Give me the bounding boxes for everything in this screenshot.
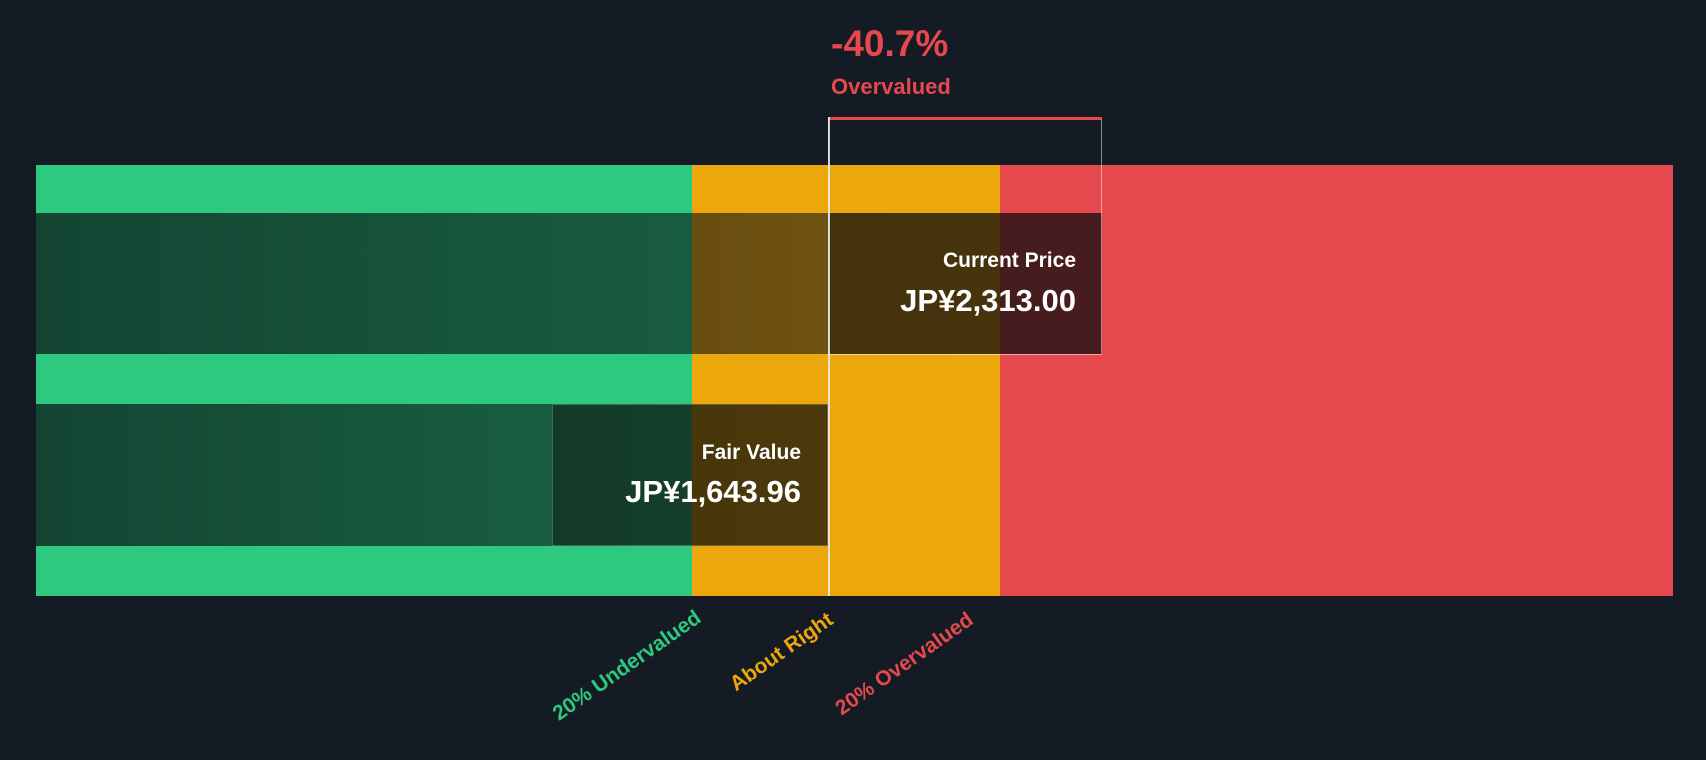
current-price-bar <box>36 213 1102 354</box>
fair-value-label: Fair Value <box>701 440 801 464</box>
axis-label-about-right: About Right <box>725 608 838 696</box>
fair-value-box: Fair Value JP¥1,643.96 <box>552 404 828 546</box>
axis-label-undervalued: 20% Undervalued <box>548 606 706 726</box>
valuation-band: Current Price JP¥2,313.00 Fair Value JP¥… <box>36 165 1673 596</box>
zone-overvalued <box>1000 165 1673 596</box>
fair-value-marker-line <box>828 117 830 596</box>
overvaluation-bracket <box>828 117 1102 355</box>
fair-value-bar <box>36 404 828 546</box>
current-price-label: Current Price <box>942 249 1076 273</box>
axis-label-overvalued: 20% Overvalued <box>831 608 978 720</box>
fair-value-value: JP¥1,643.96 <box>625 474 801 509</box>
valuation-status: Overvalued <box>831 73 951 99</box>
current-price-value: JP¥2,313.00 <box>900 282 1076 318</box>
valuation-delta: -40.7% <box>831 23 949 64</box>
current-price-box: Current Price JP¥2,313.00 <box>828 213 1102 354</box>
valuation-annotation: -40.7% Overvalued <box>831 23 951 100</box>
